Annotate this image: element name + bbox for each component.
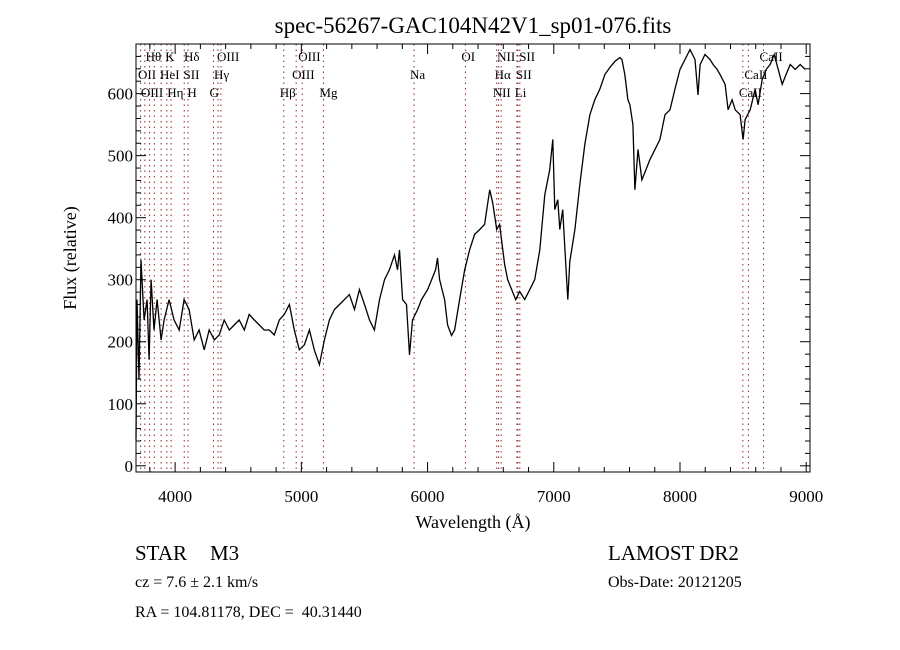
- line-marker-label: CaII: [744, 67, 767, 82]
- line-marker-label: SII: [184, 67, 200, 82]
- line-marker-label: Na: [410, 67, 425, 82]
- plot-frame: [135, 43, 811, 473]
- object-subclass: M3: [210, 541, 240, 565]
- line-marker-label: CaII: [760, 49, 783, 64]
- x-tick-label: 7000: [537, 487, 571, 506]
- line-marker-label: Hα: [495, 67, 511, 82]
- observation-date: Obs-Date: 20121205: [608, 574, 742, 591]
- line-marker-label: Mg: [319, 85, 338, 100]
- line-marker-label: HeI: [160, 67, 180, 82]
- line-marker-label: H: [187, 85, 196, 100]
- x-tick-label: 5000: [284, 487, 318, 506]
- line-marker-label: G: [209, 85, 218, 100]
- x-tick-label: 9000: [789, 487, 823, 506]
- line-marker-label: Hθ: [146, 49, 162, 64]
- line-marker-label: OI: [461, 49, 475, 64]
- y-tick-label: 500: [108, 147, 134, 166]
- line-marker-label: OIII: [141, 85, 163, 100]
- chart-title: spec-56267-GAC104N42V1_sp01-076.fits: [275, 13, 672, 38]
- y-tick-label: 100: [108, 395, 134, 414]
- y-tick-label: 600: [108, 85, 134, 104]
- y-axis-label: Flux (relative): [60, 206, 81, 309]
- survey-name: LAMOST DR2: [608, 541, 739, 565]
- line-marker-label: Hβ: [280, 85, 296, 100]
- y-tick-label: 400: [108, 209, 134, 228]
- line-marker-label: Hγ: [214, 67, 229, 82]
- line-marker-label: OII: [138, 67, 156, 82]
- redshift-cz: cz = 7.6 ± 2.1 km/s: [135, 574, 259, 591]
- line-marker-label: NII: [497, 49, 515, 64]
- line-marker-label: SII: [519, 49, 535, 64]
- line-marker-label: CaII: [739, 85, 762, 100]
- line-marker-label: OIII: [298, 49, 320, 64]
- x-tick-label: 4000: [158, 487, 192, 506]
- y-tick-label: 200: [108, 333, 134, 352]
- line-marker-label: K: [165, 49, 175, 64]
- spectrum-line: [135, 48, 806, 440]
- coordinates: RA = 104.81178, DEC = 40.31440: [135, 604, 362, 621]
- line-marker-label: Hη: [167, 85, 183, 100]
- line-marker-label: OIII: [292, 67, 314, 82]
- x-axis-label: Wavelength (Å): [415, 512, 530, 533]
- line-marker-label: SII: [516, 67, 532, 82]
- y-tick-label: 300: [108, 271, 134, 290]
- y-tick-label: 0: [125, 457, 134, 476]
- x-tick-label: 8000: [663, 487, 697, 506]
- object-class: STAR: [135, 541, 187, 565]
- axes: 4000 5000 6000 7000 8000 9000 0 100 200 300 400 500…: [108, 44, 823, 506]
- line-marker-label: Hδ: [184, 49, 200, 64]
- line-marker-label: OIII: [217, 49, 239, 64]
- line-marker-label: NII: [493, 85, 511, 100]
- x-tick-label: 6000: [411, 487, 445, 506]
- line-marker-label: Li: [515, 85, 527, 100]
